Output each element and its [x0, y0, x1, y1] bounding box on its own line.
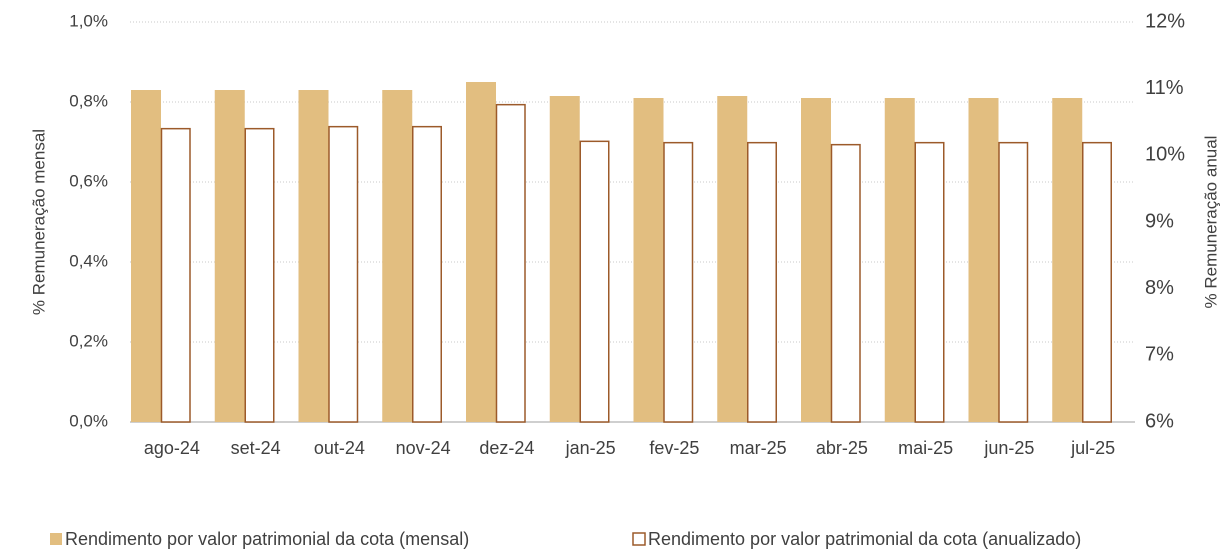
x-tick-label: set-24	[231, 438, 281, 458]
y2-tick-label: 7%	[1145, 344, 1174, 366]
bar	[214, 90, 245, 422]
bar	[160, 127, 191, 423]
bar	[244, 127, 275, 423]
bar	[884, 98, 915, 422]
bar	[830, 143, 861, 423]
bar	[717, 96, 748, 422]
y-tick-label: 0,4%	[69, 251, 108, 270]
bar	[801, 98, 831, 422]
x-tick-label: out-24	[314, 438, 365, 458]
x-tick-label: jul-25	[1070, 438, 1115, 458]
x-tick-label: jun-25	[983, 438, 1034, 458]
bar	[998, 141, 1029, 423]
bar	[549, 96, 580, 422]
bar	[579, 140, 610, 423]
bar	[495, 103, 526, 423]
x-tick-label: mai-25	[898, 438, 953, 458]
y2-tick-label: 11%	[1145, 77, 1184, 99]
y2-axis-label: % Remuneração anual	[1201, 136, 1220, 309]
bar	[298, 90, 329, 422]
bar	[1052, 98, 1083, 422]
x-tick-label: mar-25	[730, 438, 787, 458]
bar	[382, 90, 413, 422]
y-tick-label: 0,8%	[69, 91, 108, 110]
legend-swatch	[50, 533, 62, 545]
y-tick-label: 1,0%	[69, 11, 108, 30]
bar	[747, 141, 777, 423]
y-axis-label: % Remuneração mensal	[29, 129, 48, 315]
legend-label: Rendimento por valor patrimonial da cota…	[648, 529, 1081, 549]
x-tick-label: ago-24	[144, 438, 200, 458]
y2-tick-label: 8%	[1145, 277, 1174, 299]
y2-tick-label: 12%	[1145, 10, 1185, 32]
bar	[1082, 141, 1112, 423]
y-tick-label: 0,2%	[69, 331, 108, 350]
x-tick-label: fev-25	[649, 438, 699, 458]
x-tick-label: jan-25	[565, 438, 616, 458]
y-tick-label: 0,0%	[69, 411, 108, 430]
x-tick-label: abr-25	[816, 438, 868, 458]
bar	[633, 98, 664, 422]
legend-label: Rendimento por valor patrimonial da cota…	[65, 529, 469, 549]
y2-tick-label: 6%	[1145, 410, 1174, 432]
y-tick-label: 0,6%	[69, 171, 108, 190]
x-tick-label: nov-24	[396, 438, 451, 458]
bar	[466, 82, 496, 422]
x-tick-label: dez-24	[479, 438, 534, 458]
bar	[914, 141, 945, 423]
bar	[131, 90, 161, 422]
bar	[663, 141, 694, 423]
bar	[328, 125, 359, 423]
bar	[968, 98, 999, 422]
y2-tick-label: 9%	[1145, 210, 1174, 232]
legend-swatch	[632, 532, 646, 546]
bar	[412, 125, 442, 423]
y2-tick-label: 10%	[1145, 144, 1185, 166]
